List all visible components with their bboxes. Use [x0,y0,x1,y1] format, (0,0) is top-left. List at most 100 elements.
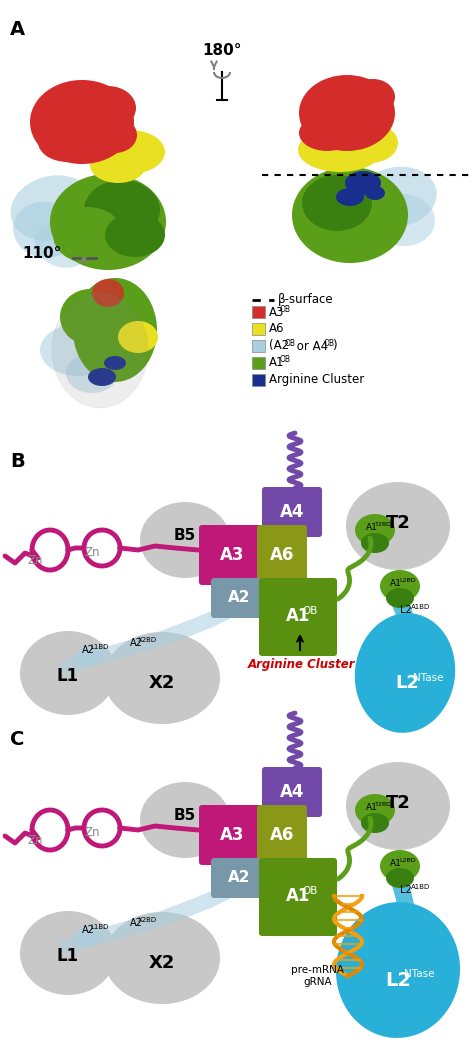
Text: ): ) [332,340,337,352]
Text: OB: OB [280,355,291,365]
Text: A4: A4 [280,503,304,521]
Ellipse shape [386,868,414,888]
Text: B5: B5 [174,528,196,544]
Bar [252,374,265,386]
Ellipse shape [140,502,230,578]
Text: A2: A2 [228,591,250,605]
Ellipse shape [361,813,389,833]
Text: A3: A3 [220,546,244,564]
Text: Arginine Cluster: Arginine Cluster [269,373,364,387]
Ellipse shape [336,902,460,1038]
Ellipse shape [336,188,364,206]
Ellipse shape [93,117,137,153]
Text: NTase: NTase [413,673,444,683]
Text: OB: OB [285,339,296,347]
Ellipse shape [355,794,395,826]
Ellipse shape [104,356,126,370]
Text: A6: A6 [269,323,284,336]
Text: L2: L2 [395,674,419,692]
Ellipse shape [84,180,160,240]
Text: A1: A1 [286,887,310,905]
Text: Zn: Zn [85,546,100,560]
Ellipse shape [35,222,90,268]
Ellipse shape [60,289,120,345]
Text: L2BD: L2BD [399,858,416,863]
Text: β-surface: β-surface [278,294,334,306]
Text: OB: OB [280,304,291,314]
Ellipse shape [346,762,450,850]
Text: L1BD: L1BD [90,924,109,931]
Ellipse shape [342,123,398,163]
Text: A1: A1 [366,523,378,532]
Ellipse shape [66,353,118,393]
Text: (A2: (A2 [269,340,289,352]
Ellipse shape [380,850,420,882]
Text: OB: OB [324,339,335,347]
Ellipse shape [80,86,136,130]
FancyBboxPatch shape [211,858,267,898]
Text: Zn: Zn [85,826,100,840]
Ellipse shape [298,128,382,172]
Text: C: C [10,730,24,749]
Ellipse shape [355,514,395,546]
Ellipse shape [90,147,146,183]
Ellipse shape [299,75,395,151]
Text: L2: L2 [400,605,412,615]
Text: T2: T2 [385,794,410,812]
Text: A1: A1 [390,859,402,868]
Ellipse shape [346,482,450,570]
Ellipse shape [73,278,157,382]
Text: A2: A2 [82,925,95,935]
Text: A2: A2 [130,638,143,648]
Text: A3: A3 [220,826,244,844]
Bar [252,306,265,318]
Text: B5: B5 [174,809,196,823]
FancyBboxPatch shape [259,858,337,936]
Text: A1: A1 [269,356,284,370]
Ellipse shape [74,645,101,667]
Text: OB: OB [302,606,318,616]
Ellipse shape [95,130,165,174]
Ellipse shape [88,368,116,386]
Ellipse shape [53,207,123,263]
Text: X2BD: X2BD [138,637,157,643]
Text: A: A [10,20,25,39]
Text: X2: X2 [149,674,175,692]
Ellipse shape [118,321,158,353]
FancyBboxPatch shape [257,525,307,585]
Ellipse shape [104,912,220,1004]
Text: L2: L2 [400,885,412,895]
FancyBboxPatch shape [259,578,337,656]
Ellipse shape [10,175,93,241]
Text: L2: L2 [385,970,411,990]
Ellipse shape [92,279,124,307]
Ellipse shape [105,213,165,257]
Ellipse shape [40,324,116,376]
Text: A1: A1 [366,803,378,813]
Text: A1BD: A1BD [411,884,430,890]
Text: pre-mRNA
gRNA: pre-mRNA gRNA [292,965,345,987]
Text: NTase: NTase [404,969,435,979]
FancyBboxPatch shape [262,767,322,817]
Text: Zn: Zn [28,553,44,567]
Text: 180°: 180° [202,43,242,58]
FancyBboxPatch shape [257,805,307,865]
Ellipse shape [299,115,355,151]
Text: A6: A6 [270,546,294,564]
Ellipse shape [74,925,101,946]
Ellipse shape [380,570,420,602]
Text: X2BD: X2BD [138,917,157,923]
Ellipse shape [292,167,408,263]
Bar [252,357,265,369]
Ellipse shape [357,167,437,227]
Text: L1: L1 [57,947,79,965]
Ellipse shape [140,782,230,858]
Ellipse shape [13,202,77,258]
Bar [252,340,265,352]
Ellipse shape [20,631,116,715]
Text: A2: A2 [82,645,95,655]
Text: OB: OB [302,886,318,896]
Text: X2: X2 [149,954,175,972]
Text: Arginine Cluster: Arginine Cluster [248,658,356,671]
Text: A4: A4 [280,783,304,801]
